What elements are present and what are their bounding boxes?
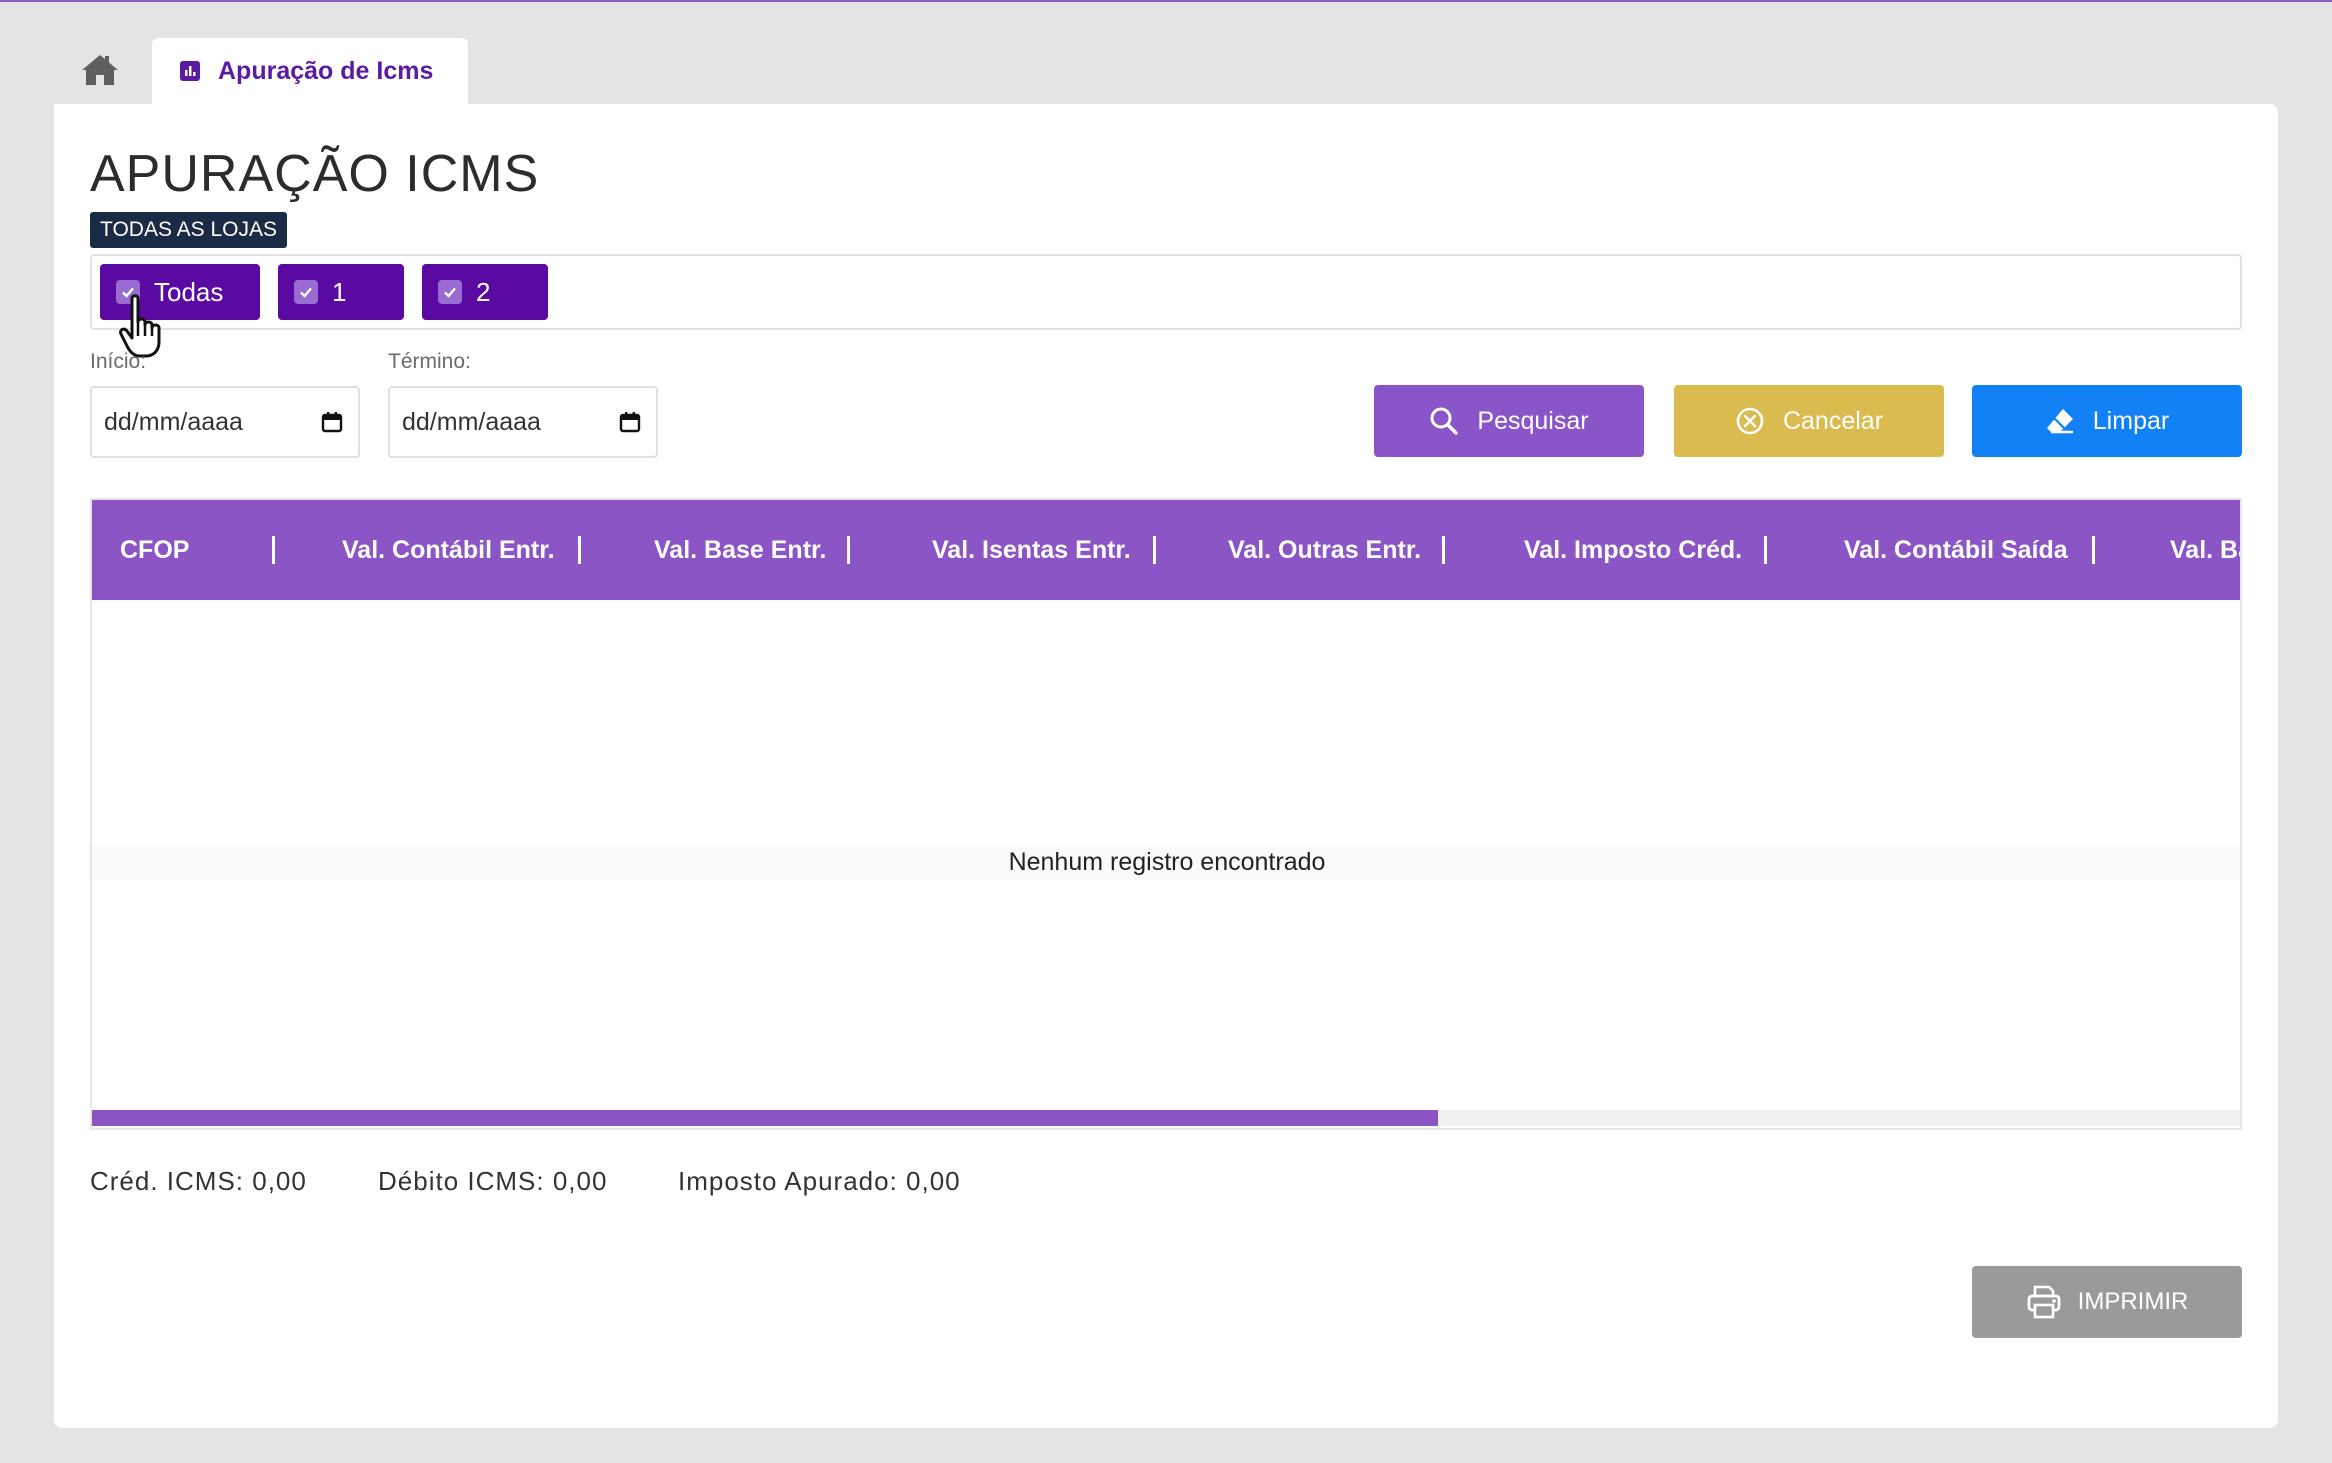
store-chip-2[interactable]: 2: [422, 264, 548, 320]
printer-icon: [2027, 1285, 2061, 1319]
checkbox[interactable]: [294, 280, 318, 304]
end-date-label: Término:: [388, 350, 471, 373]
print-button[interactable]: IMPRIMIR: [1972, 1266, 2242, 1338]
clear-button-label: Limpar: [2092, 406, 2170, 435]
column-divider[interactable]: [1442, 536, 1445, 564]
column-header-val-outras-entr[interactable]: Val. Outras Entr.: [1228, 535, 1422, 564]
tab-label: Apuração de Icms: [218, 56, 434, 85]
home-tab[interactable]: [80, 52, 122, 94]
search-button[interactable]: Pesquisar: [1374, 385, 1644, 457]
clear-button[interactable]: Limpar: [1972, 385, 2242, 457]
print-button-label: IMPRIMIR: [2077, 1288, 2189, 1315]
cancel-button[interactable]: Cancelar: [1674, 385, 1944, 457]
results-table: CFOP Val. Contábil Entr. Val. Base Entr.…: [90, 498, 2242, 1130]
store-chip-todas[interactable]: Todas: [100, 264, 260, 320]
check-icon: [300, 287, 312, 298]
column-divider[interactable]: [847, 536, 850, 564]
checkbox[interactable]: [438, 280, 462, 304]
table-header: CFOP Val. Contábil Entr. Val. Base Entr.…: [92, 500, 2240, 600]
store-selector: Todas 1 2: [90, 254, 2242, 330]
column-divider[interactable]: [2092, 536, 2095, 564]
store-label: 1: [332, 276, 347, 307]
column-header-val-base-entr[interactable]: Val. Base Entr.: [654, 535, 827, 564]
column-header-val-contabil-saida[interactable]: Val. Contábil Saída: [1844, 535, 2068, 564]
start-date-input[interactable]: dd/mm/aaaa: [90, 386, 360, 458]
cancel-button-label: Cancelar: [1782, 406, 1884, 435]
credit-total: Créd. ICMS: 0,00: [90, 1166, 307, 1196]
start-date-label: Início:: [90, 350, 147, 373]
tax-total: Imposto Apurado: 0,00: [678, 1166, 961, 1196]
column-header-cfop[interactable]: CFOP: [120, 535, 190, 564]
search-button-label: Pesquisar: [1477, 406, 1589, 435]
scrollbar-thumb[interactable]: [92, 1110, 1438, 1126]
hand-pointer-icon: [119, 294, 161, 358]
column-divider[interactable]: [578, 536, 581, 564]
column-divider[interactable]: [1764, 536, 1767, 564]
top-accent-line: [0, 0, 2332, 2]
check-icon: [122, 287, 134, 298]
start-date-value: dd/mm/aaaa: [104, 407, 243, 436]
column-header-val-ba[interactable]: Val. Ba: [2170, 535, 2240, 564]
search-icon: [1430, 407, 1459, 435]
store-label: 2: [476, 276, 491, 307]
debit-total: Débito ICMS: 0,00: [378, 1166, 608, 1196]
column-header-val-isentas-entr[interactable]: Val. Isentas Entr.: [932, 535, 1131, 564]
column-header-val-imposto-cred[interactable]: Val. Imposto Créd.: [1524, 535, 1743, 564]
main-panel: APURAÇÃO ICMS TODAS AS LOJAS Todas 1 2 I…: [54, 104, 2278, 1428]
column-divider[interactable]: [272, 536, 275, 564]
home-icon: [82, 55, 118, 85]
eraser-icon: [2046, 409, 2073, 434]
calendar-icon[interactable]: [618, 410, 642, 434]
stores-badge: TODAS AS LOJAS: [90, 212, 288, 248]
store-chip-1[interactable]: 1: [278, 264, 404, 320]
store-label: Todas: [154, 276, 224, 307]
horizontal-scrollbar[interactable]: [92, 1110, 2240, 1126]
page-title: APURAÇÃO ICMS: [90, 145, 540, 203]
close-circle-icon: [1736, 407, 1764, 435]
chart-icon: [180, 61, 200, 81]
tab-apuracao-icms[interactable]: Apuração de Icms: [152, 38, 468, 104]
column-header-val-contabil-entr[interactable]: Val. Contábil Entr.: [342, 535, 555, 564]
end-date-value: dd/mm/aaaa: [402, 407, 541, 436]
column-divider[interactable]: [1153, 536, 1156, 564]
calendar-icon[interactable]: [320, 410, 344, 434]
empty-message: Nenhum registro encontrado: [92, 844, 2240, 880]
check-icon: [444, 287, 456, 298]
end-date-input[interactable]: dd/mm/aaaa: [388, 386, 658, 458]
